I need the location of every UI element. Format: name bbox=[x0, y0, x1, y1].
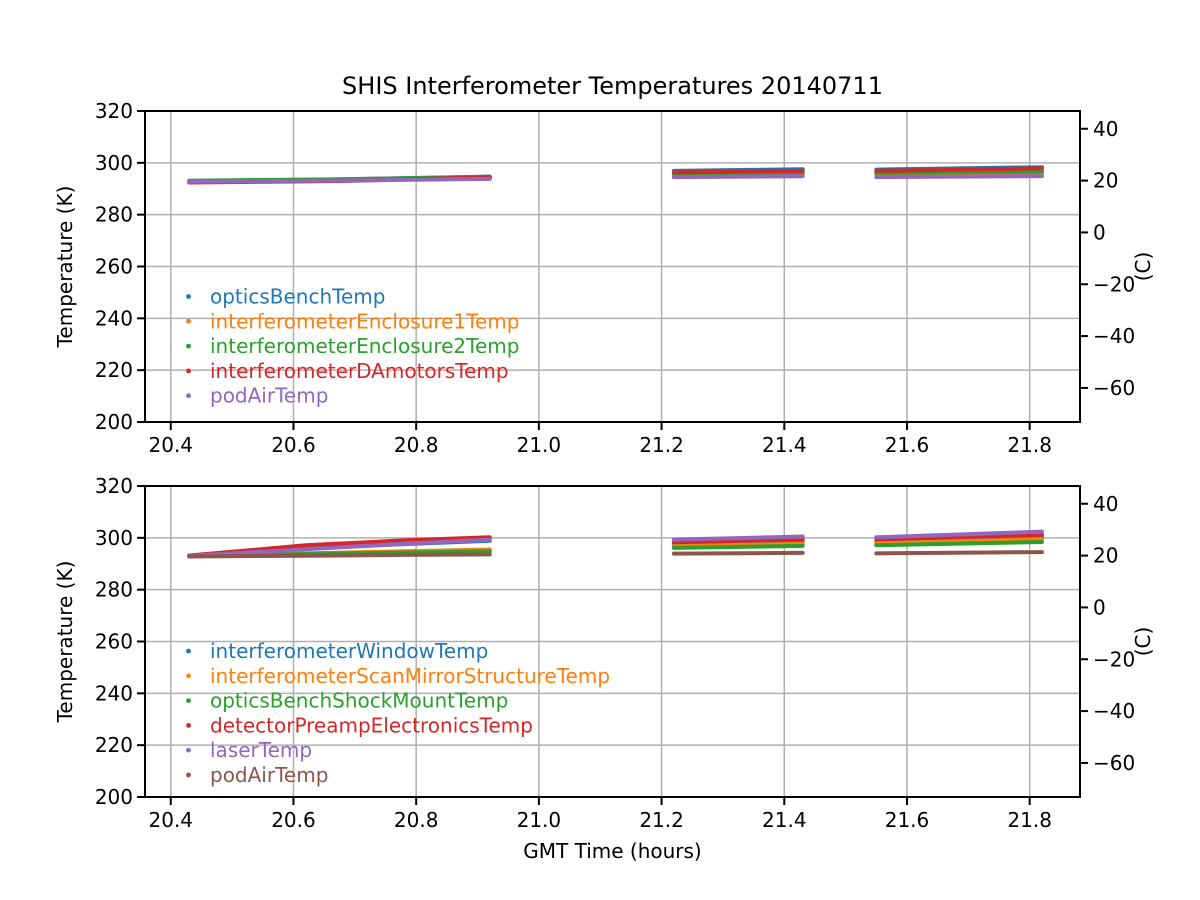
series-interferometerScanMirrorStructureTemp bbox=[874, 537, 1044, 546]
series-interferometerEnclosure2Temp bbox=[874, 169, 1044, 175]
y-left-tick-label: 200 bbox=[95, 785, 133, 809]
y-right-tick-label: 40 bbox=[1093, 492, 1118, 516]
legend-label-interferometerScanMirrorStructureTemp: interferometerScanMirrorStructureTemp bbox=[210, 664, 610, 688]
legend-marker-interferometerEnclosure2Temp bbox=[186, 343, 191, 349]
series-podAirTemp bbox=[187, 552, 492, 559]
x-tick-label: 21.8 bbox=[1007, 433, 1052, 457]
y-left-tick-label: 220 bbox=[95, 358, 133, 382]
y-left-tick-label: 260 bbox=[95, 630, 133, 654]
y-left-tick-label: 320 bbox=[95, 99, 133, 123]
y-left-tick-label: 220 bbox=[95, 733, 133, 757]
legend-label-podAirTemp: podAirTemp bbox=[210, 763, 328, 787]
y-left-tick-label: 280 bbox=[95, 578, 133, 602]
y-right-tick-label: 20 bbox=[1093, 544, 1118, 568]
legend-marker-podAirTemp bbox=[186, 772, 191, 778]
legend-label-laserTemp: laserTemp bbox=[210, 738, 312, 762]
x-tick-label: 21.2 bbox=[639, 808, 684, 832]
y-axis-label-celsius: (C) bbox=[1131, 252, 1155, 282]
series-podAirTemp bbox=[671, 550, 805, 556]
legend-marker-interferometerDAmotorsTemp bbox=[186, 368, 191, 374]
legend-marker-opticsBenchTemp bbox=[186, 294, 191, 299]
series-podAirTemp bbox=[874, 550, 1044, 556]
y-axis-label-kelvin: Temperature (K) bbox=[53, 561, 77, 724]
series-opticsBenchShockMountTemp bbox=[874, 540, 1044, 548]
series-interferometerDAmotorsTemp bbox=[874, 166, 1044, 173]
y-left-tick-label: 240 bbox=[95, 306, 133, 330]
legend-label-interferometerWindowTemp: interferometerWindowTemp bbox=[210, 639, 488, 663]
y-left-tick-label: 320 bbox=[95, 474, 133, 498]
series-laserTemp bbox=[187, 537, 492, 558]
legend-label-opticsBenchShockMountTemp: opticsBenchShockMountTemp bbox=[210, 689, 508, 713]
x-tick-label: 21.6 bbox=[885, 808, 930, 832]
legend-label-interferometerDAmotorsTemp: interferometerDAmotorsTemp bbox=[210, 359, 509, 383]
y-right-tick-label: 40 bbox=[1093, 117, 1118, 141]
series-interferometerDAmotorsTemp bbox=[671, 168, 805, 175]
legend-marker-podAirTemp bbox=[186, 393, 191, 399]
x-tick-label: 21.6 bbox=[885, 433, 930, 457]
x-tick-label: 21.8 bbox=[1007, 808, 1052, 832]
legend-marker-opticsBenchShockMountTemp bbox=[186, 698, 191, 703]
series-detectorPreampElectronicsTemp bbox=[874, 532, 1044, 542]
legend-label-interferometerEnclosure2Temp: interferometerEnclosure2Temp bbox=[210, 334, 519, 358]
y-left-tick-label: 300 bbox=[95, 151, 133, 175]
x-tick-label: 20.8 bbox=[394, 808, 439, 832]
legend-marker-detectorPreampElectronicsTemp bbox=[186, 723, 191, 728]
x-tick-label: 21.0 bbox=[517, 433, 562, 457]
y-axis-label-kelvin: Temperature (K) bbox=[53, 186, 77, 349]
series-podAirTemp bbox=[671, 174, 805, 180]
x-tick-label: 21.0 bbox=[517, 808, 562, 832]
y-left-tick-label: 240 bbox=[95, 681, 133, 705]
legend-marker-interferometerScanMirrorStructureTemp bbox=[186, 673, 191, 679]
x-tick-label: 21.4 bbox=[762, 808, 807, 832]
y-right-tick-label: −60 bbox=[1093, 376, 1135, 400]
y-right-tick-label: −20 bbox=[1093, 647, 1135, 671]
series-laserTemp bbox=[874, 529, 1044, 540]
legend-label-opticsBenchTemp: opticsBenchTemp bbox=[210, 285, 385, 309]
x-tick-label: 21.4 bbox=[762, 433, 807, 457]
series-detectorPreampElectronicsTemp bbox=[187, 535, 492, 558]
series-laserTemp bbox=[671, 534, 805, 542]
chart-title: SHIS Interferometer Temperatures 2014071… bbox=[342, 72, 883, 100]
x-axis-label: GMT Time (hours) bbox=[523, 839, 701, 863]
series-detectorPreampElectronicsTemp bbox=[671, 537, 805, 545]
y-right-tick-label: −20 bbox=[1093, 272, 1135, 296]
x-tick-label: 20.6 bbox=[271, 808, 316, 832]
y-left-tick-label: 200 bbox=[95, 410, 133, 434]
x-tick-label: 20.8 bbox=[394, 433, 439, 457]
series-podAirTemp bbox=[187, 176, 492, 184]
y-right-tick-label: −60 bbox=[1093, 751, 1135, 775]
legend-label-interferometerEnclosure1Temp: interferometerEnclosure1Temp bbox=[210, 309, 519, 333]
x-tick-label: 20.6 bbox=[271, 433, 316, 457]
series-opticsBenchShockMountTemp bbox=[671, 543, 805, 550]
x-tick-label: 21.2 bbox=[639, 433, 684, 457]
y-left-tick-label: 280 bbox=[95, 203, 133, 227]
y-right-tick-label: −40 bbox=[1093, 699, 1135, 723]
y-right-tick-label: −40 bbox=[1093, 324, 1135, 348]
y-right-tick-label: 0 bbox=[1093, 220, 1106, 244]
y-left-tick-label: 300 bbox=[95, 526, 133, 550]
legend-marker-interferometerWindowTemp bbox=[186, 648, 191, 654]
series-podAirTemp bbox=[874, 174, 1044, 180]
y-left-tick-label: 260 bbox=[95, 255, 133, 279]
x-tick-label: 20.4 bbox=[149, 808, 194, 832]
y-right-tick-label: 0 bbox=[1093, 595, 1106, 619]
y-axis-label-celsius: (C) bbox=[1131, 627, 1155, 657]
x-tick-label: 20.4 bbox=[149, 433, 194, 457]
y-right-tick-label: 20 bbox=[1093, 169, 1118, 193]
legend-label-detectorPreampElectronicsTemp: detectorPreampElectronicsTemp bbox=[210, 713, 533, 737]
legend-marker-interferometerEnclosure1Temp bbox=[186, 318, 191, 324]
legend-marker-laserTemp bbox=[186, 747, 191, 753]
legend-label-podAirTemp: podAirTemp bbox=[210, 384, 328, 408]
